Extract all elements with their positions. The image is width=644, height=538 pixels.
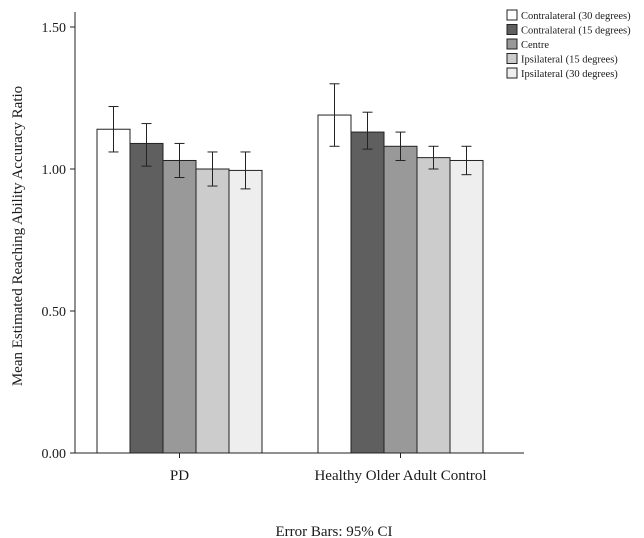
y-tick-label: 1.50 bbox=[42, 21, 67, 36]
error-bar bbox=[329, 83, 340, 147]
bar bbox=[129, 142, 164, 454]
bar bbox=[195, 168, 230, 454]
legend-label: Contralateral (30 degrees) bbox=[521, 11, 631, 22]
bar bbox=[96, 128, 131, 454]
error-bar bbox=[207, 151, 218, 187]
legend-swatch bbox=[506, 53, 518, 64]
legend-item: Ipsilateral (15 degrees) bbox=[506, 53, 618, 66]
legend-label: Ipsilateral (15 degrees) bbox=[521, 55, 618, 66]
error-bar bbox=[141, 123, 152, 167]
x-category-label: PD bbox=[170, 468, 189, 484]
legend-swatch bbox=[506, 67, 518, 79]
bar bbox=[449, 159, 484, 454]
legend-swatch bbox=[506, 9, 518, 21]
x-category-label: Healthy Older Adult Control bbox=[314, 468, 486, 484]
bar bbox=[162, 159, 197, 454]
error-bar bbox=[108, 106, 119, 153]
bar bbox=[383, 145, 418, 454]
y-tick-labels: 0.00 0.50 1.00 1.50 bbox=[42, 21, 67, 462]
legend-swatch bbox=[506, 24, 518, 35]
error-bar bbox=[362, 111, 373, 150]
legend-item: Contralateral (15 degrees) bbox=[506, 24, 631, 37]
bar bbox=[350, 131, 385, 454]
legend-item: Centre bbox=[506, 38, 549, 51]
legend-item: Contralateral (30 degrees) bbox=[506, 9, 631, 22]
error-bar bbox=[428, 145, 439, 170]
bar bbox=[228, 169, 263, 454]
bars bbox=[96, 114, 484, 454]
legend-swatch bbox=[506, 38, 518, 50]
y-tick-label: 0.00 bbox=[42, 447, 67, 462]
y-tick-label: 0.50 bbox=[42, 305, 67, 320]
error-bar bbox=[174, 142, 185, 179]
legend-label: Centre bbox=[521, 40, 549, 51]
legend-label: Ipsilateral (30 degrees) bbox=[521, 69, 618, 80]
y-axis-title: Mean Estimated Reaching Ability Accuracy… bbox=[10, 86, 26, 386]
error-bar bbox=[461, 145, 472, 176]
legend: Contralateral (30 degrees) Contralateral … bbox=[506, 9, 631, 80]
y-tick-label: 1.00 bbox=[42, 163, 67, 178]
error-bar bbox=[395, 131, 406, 161]
bar bbox=[317, 114, 352, 454]
x-category-labels: PD Healthy Older Adult Control bbox=[170, 468, 487, 484]
error-bars-footnote: Error Bars: 95% CI bbox=[275, 524, 392, 538]
error-bar bbox=[240, 151, 251, 190]
legend-label: Contralateral (15 degrees) bbox=[521, 26, 631, 37]
bar bbox=[416, 157, 451, 454]
legend-item: Ipsilateral (30 degrees) bbox=[506, 67, 618, 80]
error-bars bbox=[108, 83, 472, 190]
